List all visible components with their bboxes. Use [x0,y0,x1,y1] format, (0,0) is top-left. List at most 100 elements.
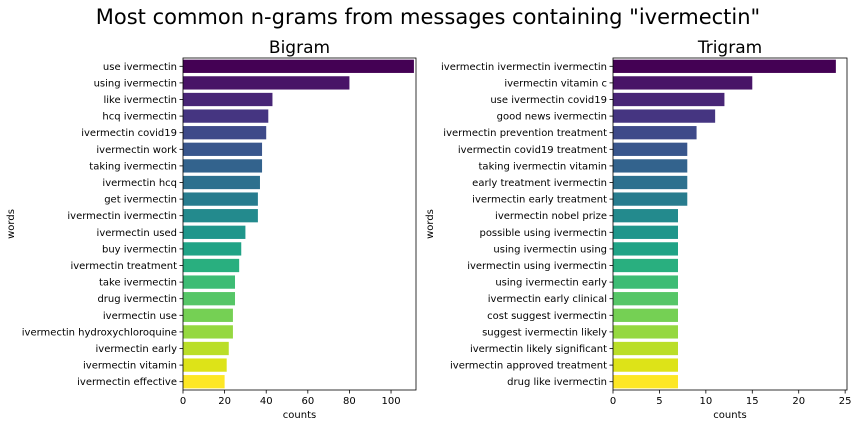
bar [613,126,697,140]
bar [613,308,678,322]
x-tick-label: 0 [610,396,616,407]
y-tick-label: ivermectin work [96,145,177,156]
y-tick-label: ivermectin hcq [102,178,177,189]
y-axis-label: words [6,209,17,239]
y-tick-label: early treatment ivermectin [472,178,607,189]
y-tick-label: ivermectin covid19 [81,128,177,139]
x-tick-label: 100 [381,396,400,407]
x-tick-label: 15 [746,396,759,407]
bar [613,192,688,206]
bar [183,76,350,90]
bar [183,225,246,239]
y-tick-label: taking ivermectin vitamin [479,161,607,172]
y-tick-label: ivermectin prevention treatment [443,128,607,139]
x-tick-label: 10 [699,396,712,407]
x-axis-label: counts [713,410,746,421]
bar [613,358,678,372]
bar [613,76,753,90]
bar [183,258,240,273]
bar [183,292,236,306]
bar [183,242,242,256]
bar [613,59,836,73]
bar [613,375,678,389]
plot-frame [182,57,417,391]
y-tick-label: ivermectin likely significant [470,344,607,355]
bar [613,209,678,223]
bar [183,126,267,140]
y-tick-label: use ivermectin covid19 [490,95,607,106]
y-tick-label: using ivermectin using [493,244,607,255]
y-tick-label: ivermectin use [103,311,177,322]
bar [613,292,678,306]
x-tick-label: 5 [656,396,662,407]
y-tick-label: ivermectin ivermectin [67,211,177,222]
y-tick-label: possible using ivermectin [479,228,607,239]
y-tick-label: ivermectin early [96,344,178,355]
y-axis-label: words [425,209,436,239]
x-tick-label: 25 [839,396,852,407]
bar [183,159,263,173]
x-tick-label: 60 [301,396,314,407]
bar [613,109,716,123]
bar [613,142,688,156]
y-tick-label: using ivermectin early [495,278,607,289]
bar [183,92,273,107]
x-tick-label: 0 [180,396,186,407]
figure-title: Most common n-grams from messages contai… [96,5,760,29]
y-tick-label: cost suggest ivermectin [487,311,607,322]
y-tick-label: ivermectin vitamin [83,361,177,372]
y-tick-label: use ivermectin [103,62,177,73]
x-axis-label: counts [283,410,316,421]
bar [613,258,678,273]
bar [613,175,688,190]
y-tick-label: drug like ivermectin [507,377,607,388]
y-tick-label: ivermectin treatment [70,261,177,272]
x-tick-label: 20 [792,396,805,407]
y-tick-label: ivermectin hydroxychloroquine [22,327,177,338]
y-tick-label: drug ivermectin [97,294,177,305]
bar [183,325,233,339]
y-tick-label: taking ivermectin [89,161,177,172]
y-tick-label: ivermectin covid19 treatment [458,145,607,156]
y-tick-label: suggest ivermectin likely [482,327,607,338]
bar [183,375,225,389]
y-tick-label: ivermectin using ivermectin [467,261,607,272]
y-tick-label: hcq ivermectin [102,112,177,123]
y-tick-label: ivermectin early clinical [488,294,607,305]
y-tick-label: ivermectin effective [77,377,177,388]
y-tick-label: ivermectin vitamin c [504,78,607,89]
y-tick-label: take ivermectin [99,278,177,289]
bar [613,92,725,107]
chart-title: Bigram [269,38,330,58]
bar [613,159,688,173]
bar [183,142,263,156]
y-tick-label: good news ivermectin [497,112,607,123]
bar [183,358,227,372]
y-tick-label: ivermectin early treatment [472,195,607,206]
trigram-chart: Trigram ivermectin ivermectin ivermectin i… [425,38,852,421]
bar [183,275,236,289]
x-tick-label: 20 [218,396,231,407]
y-tick-label: ivermectin used [97,228,177,239]
bar [613,325,678,339]
bigram-chart: Bigram use ivermectin using ivermectin like… [6,38,417,421]
y-tick-label: like ivermectin [103,95,177,106]
bar [183,341,229,356]
bar [183,209,258,223]
y-tick-label: ivermectin ivermectin ivermectin [441,62,607,73]
bar [183,308,233,322]
y-tick-label: get ivermectin [104,195,177,206]
y-tick-label: buy ivermectin [102,244,177,255]
bar [183,175,260,190]
bar [183,109,269,123]
bar [613,242,678,256]
bar [183,192,258,206]
x-tick-label: 80 [343,396,356,407]
bar [613,341,678,356]
y-tick-label: using ivermectin [94,78,177,89]
y-tick-label: ivermectin nobel prize [495,211,607,222]
plot-frame [612,57,848,391]
bar [613,275,678,289]
chart-title: Trigram [697,38,762,58]
